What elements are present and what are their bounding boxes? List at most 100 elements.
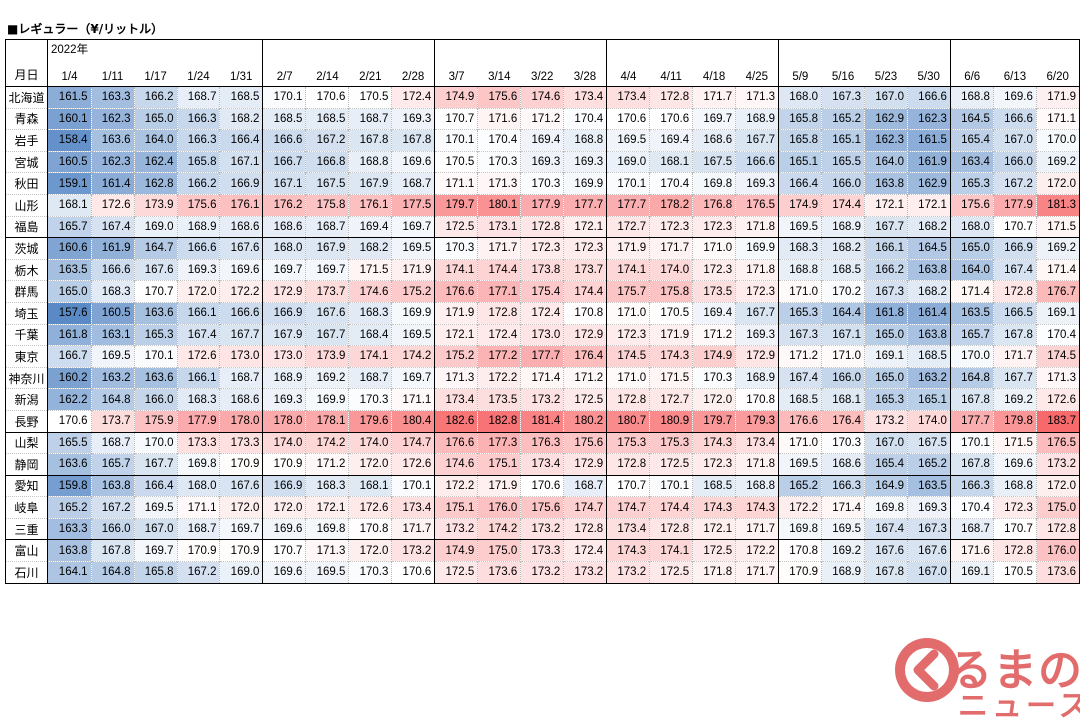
price-cell: 169.0 bbox=[133, 215, 178, 239]
price-cell: 175.8 bbox=[305, 193, 349, 217]
price-cell: 170.5 bbox=[649, 301, 693, 325]
price-cell: 167.7 bbox=[735, 129, 779, 152]
table-row: 富山 163.8 167.8 169.7 170.9 170.9 170.7 171.3 172… bbox=[5, 539, 1080, 562]
price-cell: 173.1 bbox=[477, 215, 521, 239]
price-cell: 169.3 bbox=[735, 172, 779, 195]
price-cell: 168.1 bbox=[821, 388, 865, 411]
price-cell: 167.1 bbox=[219, 150, 263, 173]
price-cell: 171.0 bbox=[821, 345, 865, 368]
prefecture-label: 石川 bbox=[5, 561, 48, 584]
price-cell: 169.6 bbox=[992, 86, 1037, 109]
price-cell: 168.7 bbox=[348, 107, 392, 130]
price-cell: 170.9 bbox=[778, 561, 822, 584]
price-cell: 165.5 bbox=[821, 150, 865, 173]
price-cell: 165.7 bbox=[949, 323, 994, 346]
price-cell: 177.9 bbox=[520, 193, 564, 217]
price-cell: 168.7 bbox=[176, 86, 220, 109]
price-cell: 166.3 bbox=[949, 474, 994, 497]
price-cell: 165.3 bbox=[133, 323, 178, 346]
price-cell: 181.4 bbox=[520, 409, 564, 433]
price-cell: 168.7 bbox=[348, 366, 392, 389]
price-cell: 176.1 bbox=[219, 193, 263, 217]
price-cell: 168.8 bbox=[992, 474, 1037, 497]
price-cell: 173.0 bbox=[262, 345, 306, 368]
price-cell: 173.9 bbox=[133, 193, 178, 217]
price-cell: 173.2 bbox=[606, 561, 650, 584]
price-cell: 171.8 bbox=[692, 561, 736, 584]
price-cell: 161.8 bbox=[864, 301, 908, 325]
date-header: 4/18 bbox=[702, 71, 726, 83]
date-header: 4/25 bbox=[745, 71, 769, 83]
price-cell: 168.7 bbox=[219, 366, 263, 389]
price-cell: 172.3 bbox=[649, 215, 693, 239]
price-cell: 173.5 bbox=[692, 280, 736, 303]
price-cell: 167.8 bbox=[992, 323, 1037, 346]
price-cell: 172.0 bbox=[348, 453, 392, 476]
price-cell: 169.7 bbox=[133, 539, 178, 562]
price-cell: 170.7 bbox=[262, 539, 306, 562]
price-cell: 168.5 bbox=[262, 107, 306, 130]
price-cell: 169.6 bbox=[391, 150, 435, 173]
price-cell: 171.3 bbox=[305, 539, 349, 562]
price-cell: 171.7 bbox=[391, 517, 435, 541]
price-cell: 178.2 bbox=[649, 193, 693, 217]
date-header: 2/28 bbox=[401, 71, 425, 83]
price-cell: 166.9 bbox=[992, 237, 1037, 260]
price-cell: 163.8 bbox=[90, 474, 135, 497]
table-row: 山梨 165.5 168.7 170.0 173.3 173.3 174.0 174.2 174… bbox=[5, 431, 1080, 454]
price-cell: 173.3 bbox=[520, 539, 564, 562]
price-cell: 159.8 bbox=[46, 474, 92, 497]
price-cell: 169.1 bbox=[864, 345, 908, 368]
price-cell: 172.9 bbox=[262, 280, 306, 303]
year-label: 2022年 bbox=[46, 39, 92, 57]
price-cell: 167.8 bbox=[864, 561, 908, 584]
price-cell: 167.9 bbox=[348, 172, 392, 195]
price-cell: 174.7 bbox=[563, 496, 607, 519]
header-spacer bbox=[348, 39, 392, 57]
price-cell: 167.9 bbox=[262, 323, 306, 346]
price-cell: 173.7 bbox=[305, 280, 349, 303]
price-cell: 169.7 bbox=[219, 517, 263, 541]
price-cell: 170.5 bbox=[348, 86, 392, 109]
price-cell: 169.5 bbox=[778, 453, 822, 476]
price-cell: 166.4 bbox=[778, 172, 822, 195]
price-cell: 174.3 bbox=[692, 431, 736, 454]
price-cell: 168.5 bbox=[692, 474, 736, 497]
price-cell: 170.8 bbox=[735, 388, 779, 411]
price-cell: 165.2 bbox=[778, 474, 822, 497]
price-cell: 173.0 bbox=[520, 323, 564, 346]
price-cell: 179.3 bbox=[735, 409, 779, 433]
price-cell: 174.3 bbox=[606, 539, 650, 562]
price-cell: 168.7 bbox=[563, 474, 607, 497]
price-cell: 177.9 bbox=[176, 409, 220, 433]
price-cell: 177.2 bbox=[477, 345, 521, 368]
prefecture-label: 秋田 bbox=[5, 172, 48, 195]
price-cell: 169.7 bbox=[391, 366, 435, 389]
prefecture-label: 福島 bbox=[5, 215, 48, 239]
price-heatmap-table: 2022年 月日 1/4 1/11 1/17 1/24 1/31 2/7 2/14 2/21 2/2… bbox=[5, 39, 1080, 584]
price-cell: 169.5 bbox=[133, 496, 178, 519]
header-spacer bbox=[993, 39, 1037, 57]
price-cell: 168.0 bbox=[176, 474, 220, 497]
price-cell: 164.8 bbox=[90, 388, 135, 411]
price-cell: 176.0 bbox=[477, 496, 521, 519]
header-spacer bbox=[91, 39, 135, 57]
price-cell: 173.4 bbox=[391, 496, 435, 519]
price-cell: 172.8 bbox=[520, 215, 564, 239]
price-cell: 178.0 bbox=[219, 409, 263, 433]
price-cell: 168.7 bbox=[176, 517, 220, 541]
price-cell: 172.5 bbox=[649, 453, 693, 476]
price-cell: 170.4 bbox=[477, 129, 521, 152]
price-cell: 172.4 bbox=[477, 323, 521, 346]
price-cell: 176.8 bbox=[692, 193, 736, 217]
price-cell: 167.1 bbox=[262, 172, 306, 195]
price-cell: 174.3 bbox=[692, 496, 736, 519]
price-cell: 168.9 bbox=[176, 215, 220, 239]
price-cell: 168.1 bbox=[348, 474, 392, 497]
price-cell: 170.4 bbox=[563, 107, 607, 130]
header-spacer bbox=[735, 39, 779, 57]
price-cell: 165.1 bbox=[821, 129, 865, 152]
price-cell: 178.1 bbox=[305, 409, 349, 433]
prefecture-label: 青森 bbox=[5, 107, 48, 130]
price-cell: 173.8 bbox=[520, 258, 564, 281]
